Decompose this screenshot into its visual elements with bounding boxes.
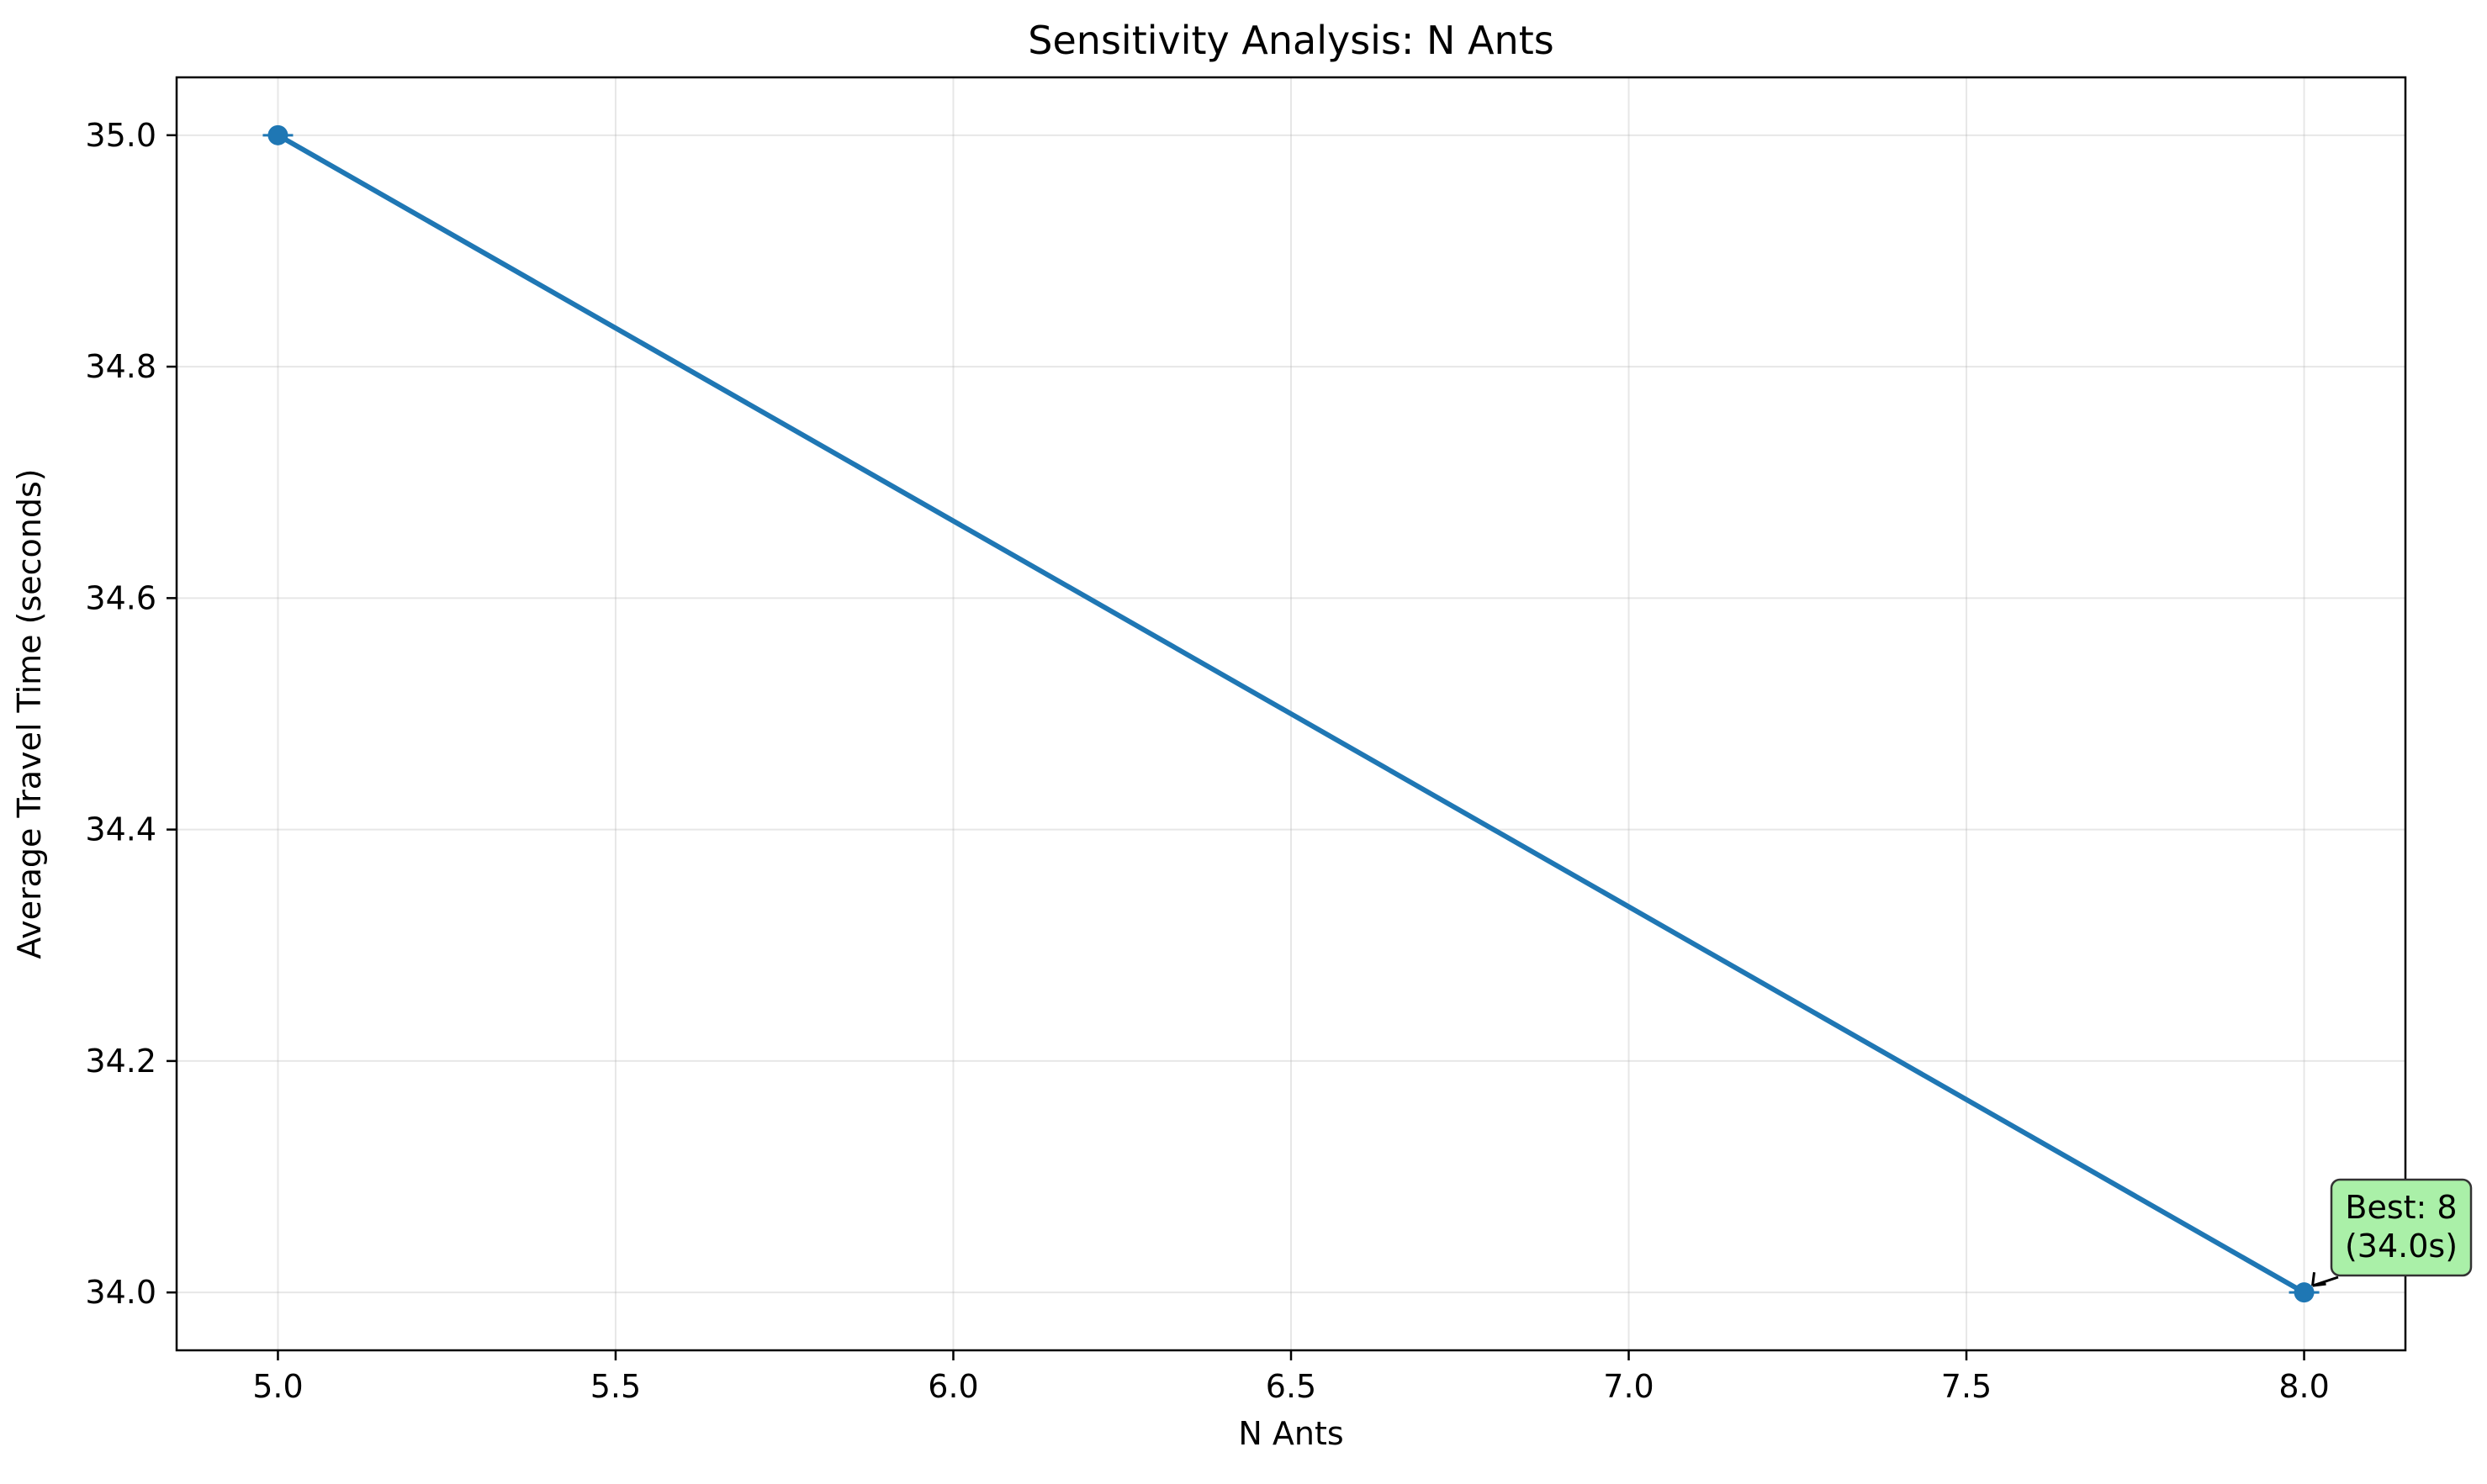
x-tick-label: 7.0: [1603, 1368, 1654, 1405]
x-tick-label: 5.0: [252, 1368, 303, 1405]
annotation-line-2: (34.0s): [2345, 1228, 2458, 1265]
y-tick-label: 34.6: [85, 579, 156, 616]
y-tick-label: 34.2: [85, 1043, 156, 1080]
x-tick-label: 8.0: [2278, 1368, 2329, 1405]
y-tick-label: 34.0: [85, 1274, 156, 1311]
series-group: [262, 124, 2320, 1303]
x-axis-ticks: 5.0 5.5 6.0 6.5 7.0 7.5 8.0: [252, 1350, 2330, 1405]
best-annotation: Best: 8 (34.0s): [2311, 1178, 2473, 1287]
y-axis-ticks: 34.0 34.2 34.4 34.6 34.8 35.0: [85, 117, 177, 1311]
x-tick-label: 6.0: [928, 1368, 978, 1405]
y-tick-label: 35.0: [85, 117, 156, 154]
data-point: [2294, 1282, 2315, 1303]
chart-title: Sensitivity Analysis: N Ants: [1028, 18, 1553, 63]
y-axis-label: Average Travel Time (seconds): [11, 468, 48, 959]
x-tick-label: 5.5: [590, 1368, 641, 1405]
annotation-box: [2330, 1178, 2473, 1277]
annotation-arrow: [2311, 1271, 2339, 1287]
grid: [177, 77, 2405, 1350]
x-tick-label: 6.5: [1266, 1368, 1316, 1405]
annotation-line-1: Best: 8: [2345, 1189, 2457, 1226]
y-tick-label: 34.8: [85, 348, 156, 385]
series-line: [275, 132, 2307, 1296]
data-point: [267, 124, 288, 145]
x-tick-label: 7.5: [1941, 1368, 1992, 1405]
x-axis-label: N Ants: [1238, 1415, 1343, 1452]
y-tick-label: 34.4: [85, 811, 156, 848]
